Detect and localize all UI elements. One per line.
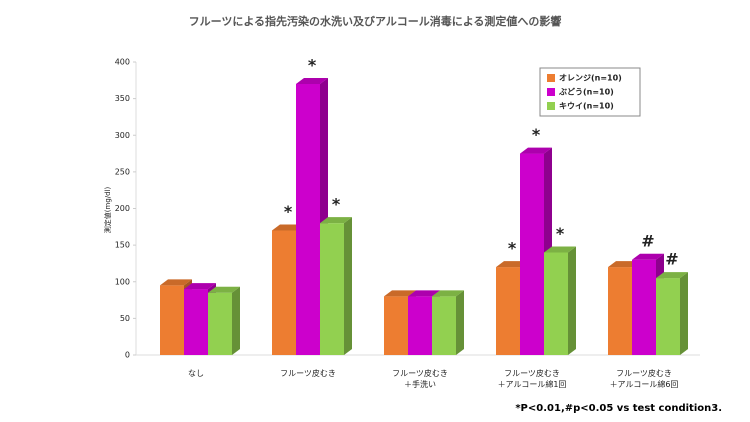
bar (608, 267, 632, 355)
bar-top-shade (384, 290, 416, 297)
footnote: *P<0.01,#p<0.05 vs test condition3. (515, 403, 722, 414)
significance-mark: * (532, 125, 541, 144)
legend-label: キウイ(n=10) (559, 102, 614, 111)
significance-mark: # (641, 231, 654, 250)
significance-mark: * (308, 55, 317, 74)
bar (520, 153, 544, 355)
bar-top (520, 147, 552, 154)
bar-top (296, 77, 328, 84)
bar-side-shade (680, 272, 688, 355)
y-tick-label: 300 (115, 131, 130, 140)
y-tick-label: 350 (115, 94, 130, 103)
chart-title: フルーツによる指先汚染の水洗い及びアルコール消毒による測定値への影響 (189, 14, 562, 28)
bar-side (232, 286, 240, 355)
bar (384, 296, 408, 355)
bar-top-shade (544, 246, 576, 253)
bar-side (680, 272, 688, 355)
y-tick-label: 150 (115, 241, 130, 250)
y-tick-label: 0 (125, 351, 130, 360)
y-axis-label: 測定値(mg/dl) (103, 187, 112, 234)
bar (296, 83, 320, 355)
bar-top (656, 272, 688, 279)
legend-swatch (547, 88, 555, 96)
bar (272, 230, 296, 355)
bar-top-shade (208, 286, 240, 293)
significance-mark: * (284, 202, 293, 221)
bar (408, 296, 432, 355)
bar-top-shade (432, 290, 464, 297)
bar-top-shade (520, 147, 552, 154)
bar-top (544, 246, 576, 253)
legend-label: ぶどう(n=10) (558, 87, 614, 97)
bar-side-shade (456, 290, 464, 355)
x-tick-label: フルーツ皮むき＋手洗い (392, 368, 448, 389)
bar-side (456, 290, 464, 355)
y-tick-label: 400 (115, 58, 130, 67)
bar-side-shade (232, 286, 240, 355)
bar (432, 296, 456, 355)
bar-top (632, 253, 664, 260)
bar (208, 292, 232, 355)
legend-label: オレンジ(n=10) (559, 74, 622, 83)
bar-top (208, 286, 240, 293)
x-tick-label: フルーツ皮むき＋アルコール綿6回 (610, 368, 679, 389)
bar (320, 223, 344, 355)
bar-top (160, 279, 192, 286)
bar-side-shade (568, 246, 576, 355)
bar-top-shade (160, 279, 192, 286)
bar (632, 259, 656, 355)
bar-side-shade (344, 217, 352, 355)
bar-top (184, 283, 216, 290)
significance-mark: # (665, 250, 678, 269)
x-tick-label: なし (188, 369, 204, 378)
bar-top-shade (296, 77, 328, 84)
legend-swatch (547, 74, 555, 82)
bar-top (320, 217, 352, 224)
bar-top-shade (632, 253, 664, 260)
significance-mark: * (556, 224, 565, 243)
bar (656, 278, 680, 355)
bar (544, 252, 568, 355)
bar-top (384, 290, 416, 297)
bar (184, 289, 208, 355)
bar-top-shade (408, 290, 440, 297)
bar-top (432, 290, 464, 297)
significance-mark: * (508, 239, 517, 258)
bar-top-shade (184, 283, 216, 290)
y-tick-label: 100 (115, 277, 130, 286)
y-tick-label: 250 (115, 167, 130, 176)
bar (496, 267, 520, 355)
bar-top-shade (320, 217, 352, 224)
y-tick-label: 50 (120, 314, 130, 323)
x-tick-label: フルーツ皮むき＋アルコール綿1回 (498, 368, 567, 389)
significance-mark: * (332, 195, 341, 214)
y-tick-label: 200 (115, 204, 130, 213)
bar-side (568, 246, 576, 355)
bar (160, 285, 184, 355)
bar-top-shade (656, 272, 688, 279)
bar-side (344, 217, 352, 355)
x-tick-label: フルーツ皮むき (280, 368, 336, 378)
legend-swatch (547, 102, 555, 110)
bar-top (408, 290, 440, 297)
legend-box (539, 67, 641, 117)
